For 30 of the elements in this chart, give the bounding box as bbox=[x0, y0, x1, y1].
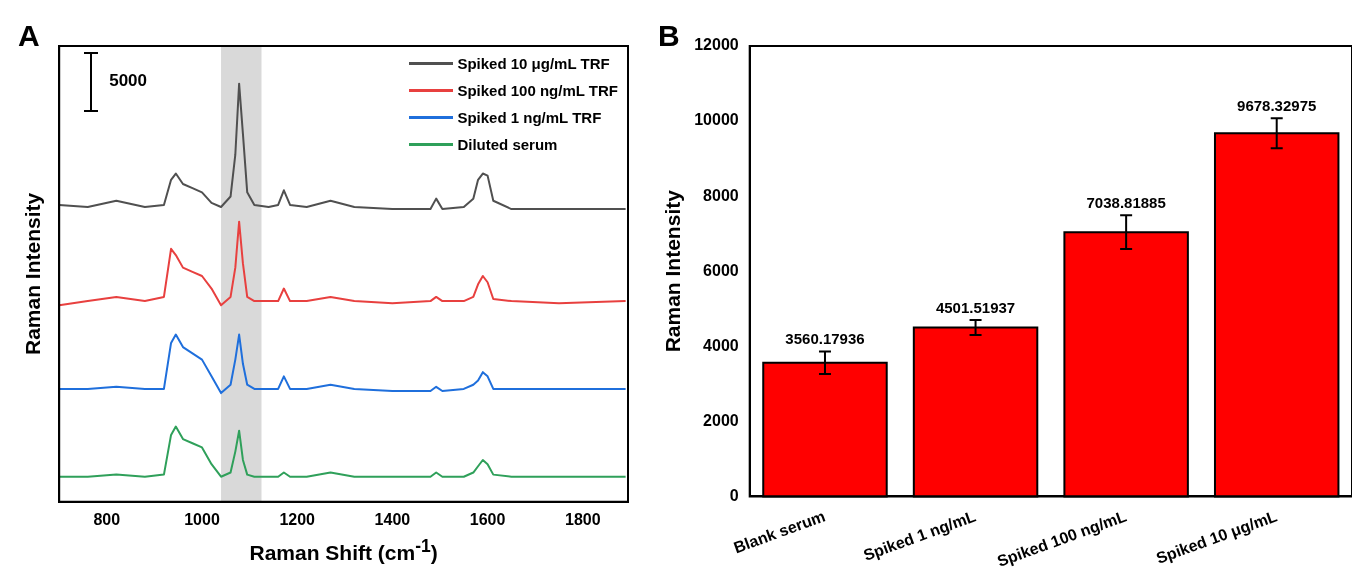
y-tick-label: 4000 bbox=[703, 336, 739, 354]
x-tick-label: 1400 bbox=[374, 510, 411, 528]
x-tick-label: 1800 bbox=[564, 510, 601, 528]
y-tick-label: 12000 bbox=[694, 36, 739, 54]
y-axis-title: Raman Intensity bbox=[21, 192, 45, 356]
legend-label: Diluted serum bbox=[457, 135, 558, 155]
x-tick-label: Spiked 1 ng/mL bbox=[861, 507, 979, 564]
x-tick-label: 1000 bbox=[184, 510, 220, 528]
x-tick-label: 1600 bbox=[469, 510, 506, 528]
data-label: 4501.51937 bbox=[935, 298, 1016, 316]
legend-label: Spiked 1 ng/mL TRF bbox=[457, 108, 602, 128]
data-label: 9678.32975 bbox=[1237, 96, 1317, 114]
annotation: 5000 bbox=[109, 70, 148, 90]
y-tick-label: 8000 bbox=[703, 186, 739, 204]
x-tick-label: Blank serum bbox=[731, 507, 828, 557]
data-label: 3560.17936 bbox=[785, 330, 865, 348]
y-tick-label: 6000 bbox=[703, 261, 739, 279]
x-tick-label: 1200 bbox=[279, 510, 316, 528]
data-label: 7038.81885 bbox=[1086, 193, 1166, 211]
y-tick-label: 2000 bbox=[703, 411, 739, 429]
legend-label: Spiked 100 ng/mL TRF bbox=[457, 81, 618, 101]
legend-label: Spiked 10 μg/mL TRF bbox=[457, 54, 610, 74]
x-tick-label: 800 bbox=[93, 510, 121, 528]
text: A bbox=[18, 19, 40, 53]
x-axis-title: Raman Shift (cm$^{-1}$) bbox=[249, 535, 438, 565]
text: B bbox=[658, 19, 680, 53]
y-axis-title: Raman Intensity bbox=[661, 189, 685, 353]
y-tick-label: 0 bbox=[729, 486, 739, 504]
x-tick-label: Spiked 100 ng/mL bbox=[995, 507, 1129, 570]
y-tick-label: 10000 bbox=[694, 111, 739, 129]
